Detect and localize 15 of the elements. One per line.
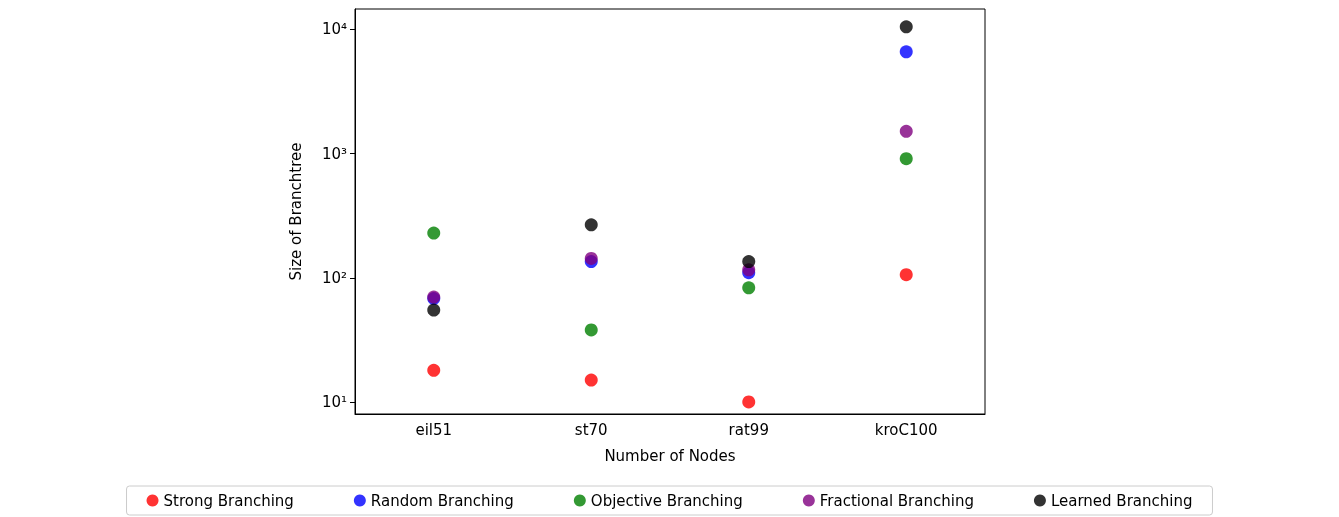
- legend-label: Objective Branching: [590, 491, 743, 510]
- y-tick-label: 10⁴: [321, 20, 347, 39]
- legend-label: Learned Branching: [1050, 491, 1193, 510]
- legend-label: Random Branching: [370, 491, 514, 510]
- x-tick-label: eil51: [415, 420, 453, 439]
- y-axis-title: Size of Branchtree: [286, 142, 305, 281]
- x-tick-label: st70: [574, 420, 608, 439]
- x-axis-title: Number of Nodes: [604, 446, 736, 465]
- y-tick-label: 10³: [321, 144, 347, 163]
- y-tick-label: 10¹: [321, 392, 347, 411]
- x-tick-label: kroC100: [874, 420, 938, 439]
- legend-label: Strong Branching: [163, 491, 294, 510]
- y-tick-label: 10²: [321, 268, 347, 287]
- x-tick-label: rat99: [728, 420, 769, 439]
- legend-label: Fractional Branching: [819, 491, 974, 510]
